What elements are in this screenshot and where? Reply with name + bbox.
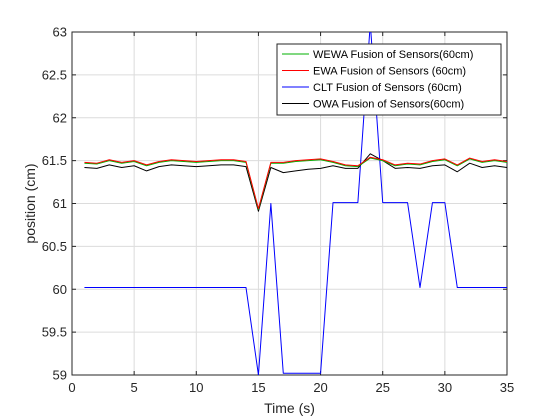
x-tick-label: 35	[500, 380, 514, 395]
series-line-2	[84, 156, 507, 210]
y-tick-label: 60.5	[42, 239, 67, 254]
series-line-4	[84, 153, 507, 212]
x-tick-label: 15	[251, 380, 265, 395]
series-group	[84, 32, 507, 375]
x-tick-label: 10	[189, 380, 203, 395]
y-tick-label: 61	[53, 196, 67, 211]
y-axis-label: position (cm)	[22, 163, 38, 243]
y-tick-label: 63	[53, 25, 67, 40]
legend-box	[276, 43, 502, 116]
y-tick-label: 59	[53, 368, 67, 383]
tick-labels: 0 5 10 15 20 25 30 35 59 59.5 60 60.5 61 61.5 62 62.5 63	[42, 25, 515, 396]
legend-entry: CLT Fusion of Sensors (60cm)	[313, 82, 462, 94]
y-tick-label: 59.5	[42, 325, 67, 340]
series-line-3	[84, 32, 507, 375]
legend-entry: OWA Fusion of Sensors(60cm)	[313, 99, 464, 111]
x-tick-label: 5	[131, 380, 138, 395]
x-tick-label: 30	[438, 380, 452, 395]
legend-entry: EWA Fusion of Sensors (60cm)	[313, 66, 466, 78]
legend-entry: WEWA Fusion of Sensors(60cm)	[313, 49, 473, 61]
y-tick-label: 62.5	[42, 67, 67, 82]
x-tick-label: 20	[313, 380, 327, 395]
y-tick-label: 62	[53, 110, 67, 125]
x-tick-label: 25	[375, 380, 389, 395]
x-tick-label: 0	[68, 380, 75, 395]
x-axis-label: Time (s)	[264, 400, 315, 416]
y-tick-label: 60	[53, 282, 67, 297]
legend: WEWA Fusion of Sensors(60cm) EWA Fusion o…	[276, 43, 502, 116]
ticks	[71, 31, 508, 376]
y-tick-label: 61.5	[42, 153, 67, 168]
series-line-1	[84, 157, 507, 210]
